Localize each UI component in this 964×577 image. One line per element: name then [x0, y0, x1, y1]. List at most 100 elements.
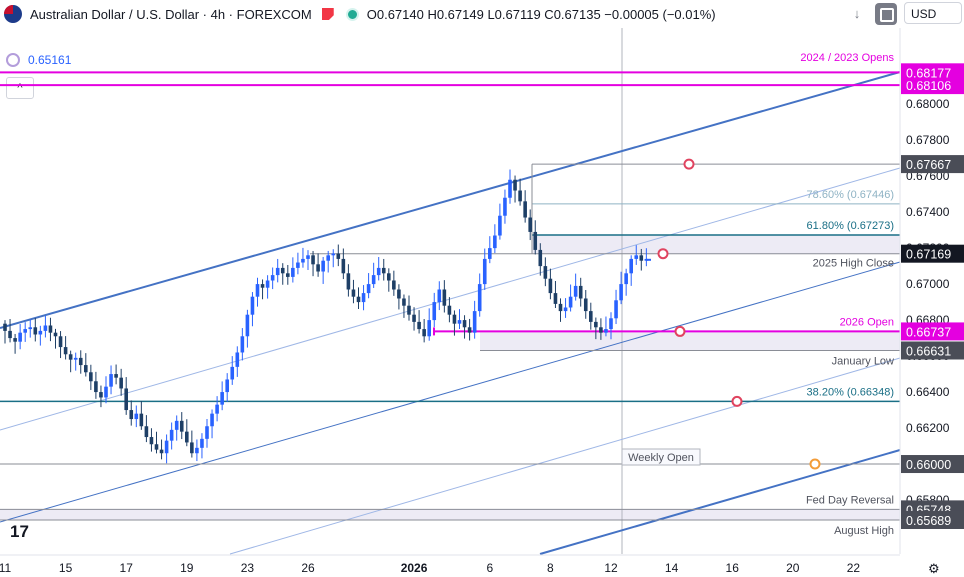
candle-body-36 [185, 431, 189, 443]
candle-body-72 [366, 284, 371, 294]
candle-body-84 [427, 320, 431, 337]
candle-body-49 [250, 296, 255, 315]
candle-body-74 [376, 267, 381, 276]
x-tick-12: 20 [786, 561, 800, 575]
axis-badge-label-2: 0.67667 [906, 158, 951, 172]
candle-body-69 [351, 289, 356, 297]
axis-badge-label-6: 0.66737 [906, 325, 951, 339]
candle-body-18 [94, 381, 98, 393]
x-tick-0: 11 [0, 561, 12, 575]
candle-body-47 [240, 336, 245, 353]
candle-body-100 [508, 179, 512, 198]
candle-body-87 [442, 289, 447, 306]
support-zone [480, 331, 900, 351]
currency-select[interactable]: USD [904, 2, 962, 24]
x-tick-5: 26 [301, 561, 315, 575]
candle-body-43 [220, 392, 224, 405]
candle-body-21 [109, 374, 113, 387]
gear-icon[interactable]: ⚙ [928, 561, 940, 576]
level-label-4: 61.80% (0.67273) [807, 220, 894, 232]
candle-body-64 [326, 255, 330, 261]
level-label-3: 78.60% (0.67446) [807, 189, 894, 201]
candle-body-24 [124, 388, 128, 411]
axis-badge-1 [901, 63, 964, 82]
low-zone [0, 509, 900, 520]
candle-body-123 [624, 273, 628, 285]
candle-body-119 [604, 329, 608, 333]
candle-body-94 [477, 284, 482, 312]
candle-body-78 [397, 289, 401, 299]
candle-body-48 [245, 314, 250, 337]
level-label-10: Fed Day Reversal [806, 494, 894, 506]
candle-body-88 [447, 305, 452, 315]
x-tick-6: 2026 [401, 561, 428, 575]
collapse-button[interactable]: ^ [6, 77, 34, 99]
level-marker-4 [809, 458, 821, 470]
x-tick-13: 22 [847, 561, 861, 575]
candle-body-92 [467, 327, 472, 333]
candle-body-15 [78, 357, 83, 366]
candle-body-89 [452, 314, 457, 324]
candle-body-61 [311, 255, 315, 265]
y-tick-0: 0.68000 [906, 97, 950, 111]
chevron-down-icon[interactable]: ↓ [853, 6, 861, 21]
candle-body-50 [255, 284, 260, 297]
candle-body-117 [594, 321, 598, 328]
x-tick-2: 17 [120, 561, 134, 575]
weekly-open-box [621, 448, 701, 466]
australia-flag-icon[interactable] [4, 5, 22, 23]
candle-body-63 [321, 260, 325, 272]
candle-body-2 [13, 338, 17, 342]
candle-body-112 [568, 296, 573, 308]
flag-marker-icon[interactable] [321, 8, 334, 20]
channel-line-3 [229, 357, 901, 555]
indicator-legend[interactable]: 0.65161 [6, 53, 71, 67]
candle-body-41 [210, 413, 214, 427]
candle-body-95 [482, 258, 487, 285]
indicator-value: 0.65161 [28, 53, 72, 67]
candle-body-107 [543, 266, 548, 279]
channel-line-2 [0, 261, 901, 523]
candle-body-83 [422, 329, 426, 337]
candle-body-58 [296, 262, 300, 268]
candle-body-62 [316, 264, 320, 272]
axis-badge-5 [901, 244, 964, 263]
candle-body-23 [119, 377, 123, 389]
candle-body-35 [179, 420, 184, 432]
x-tick-7: 6 [486, 561, 493, 575]
candle-body-96 [488, 248, 492, 259]
candle-body-70 [356, 296, 361, 303]
candle-body-14 [73, 357, 78, 360]
axis-badge-11 [901, 510, 964, 529]
chart-header: Australian Dollar / U.S. Dollar · 4h · F… [0, 0, 900, 28]
settings-icon[interactable] [875, 3, 897, 25]
symbol-title[interactable]: Australian Dollar / U.S. Dollar · 4h · F… [30, 6, 312, 22]
level-label-6: 2026 Open [840, 316, 894, 328]
candle-body-102 [518, 190, 522, 202]
candle-body-114 [578, 285, 583, 299]
candle-body-65 [331, 253, 336, 256]
candle-body-75 [381, 267, 386, 274]
y-tick-8: 0.66400 [906, 385, 950, 399]
candle-body-105 [533, 231, 538, 250]
candle-body-115 [583, 298, 588, 312]
x-tick-4: 23 [241, 561, 255, 575]
candle-body-45 [230, 366, 235, 380]
candle-body-91 [462, 320, 467, 328]
candle-body-29 [149, 437, 154, 445]
candle-body-126 [639, 255, 644, 261]
channel-line-4 [539, 449, 901, 555]
opens-label: 2024 / 2023 Opens [800, 52, 894, 64]
candle-body-10 [53, 332, 58, 337]
candle-body-32 [164, 440, 169, 454]
tradingview-logo[interactable]: 17 [10, 522, 29, 541]
candle-body-17 [89, 372, 93, 382]
candle-body-68 [346, 273, 351, 290]
candle-body-9 [48, 325, 53, 333]
channel-line-0 [0, 71, 901, 329]
candle-body-90 [457, 320, 462, 324]
candle-body-8 [43, 325, 48, 331]
candle-body-25 [129, 410, 134, 420]
candle-body-79 [402, 298, 406, 306]
